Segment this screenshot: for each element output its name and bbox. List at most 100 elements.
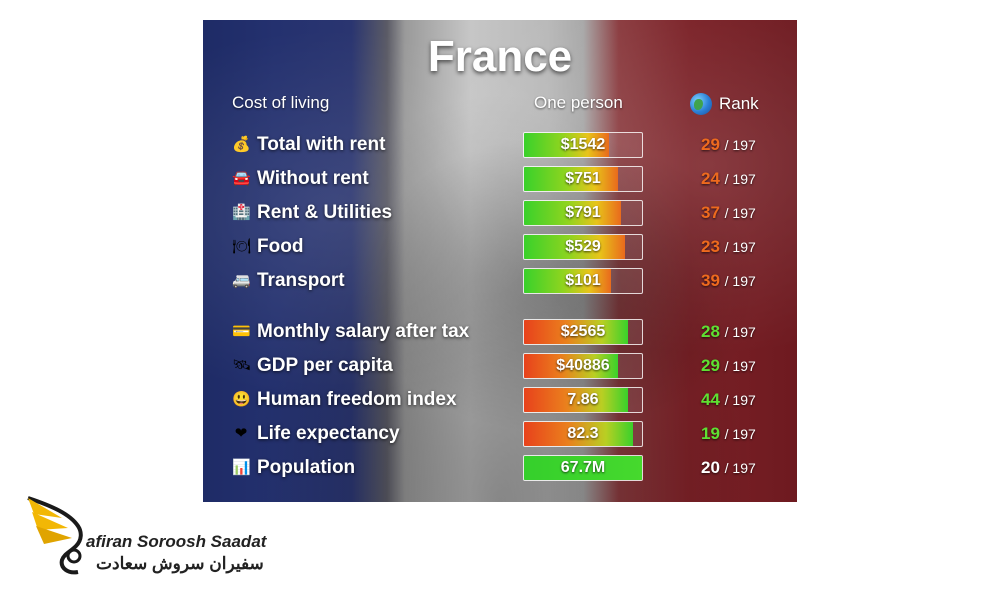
credit-card-icon: 💳 xyxy=(232,323,251,340)
heart-icon: ❤ xyxy=(234,425,248,442)
row-value: $529 xyxy=(565,238,601,255)
row-label: GDP per capita xyxy=(257,355,393,376)
rank-number: 20 xyxy=(701,458,720,477)
row-label: Food xyxy=(257,236,304,257)
building-icon: 🏥 xyxy=(232,204,251,221)
row-label: Rent & Utilities xyxy=(257,202,393,223)
value-bar: $1542 xyxy=(523,132,643,158)
header-one-person: One person xyxy=(534,93,623,112)
value-bar-fill xyxy=(524,388,628,412)
rank-number: 23 xyxy=(701,237,720,256)
globe-icon xyxy=(690,93,712,115)
brand-logo xyxy=(27,496,83,575)
value-bar-fill xyxy=(524,354,619,378)
value-bar: 82.3 xyxy=(523,421,643,447)
brand-name-persian: سفیران سروش سعادت xyxy=(96,554,264,573)
value-bar-fill xyxy=(524,422,633,446)
value-bar-fill xyxy=(524,133,609,157)
value-bar: $40886 xyxy=(523,353,643,379)
rank: 24 / 197 xyxy=(701,169,756,189)
value-bar-fill xyxy=(524,320,628,344)
bar-chart-icon: 📊 xyxy=(232,459,251,476)
car-icon: 🚘 xyxy=(232,170,251,187)
value-bar: $791 xyxy=(523,200,643,226)
list-item: 🚐 Transport $101 39 / 197 xyxy=(203,266,797,296)
row-value: $1542 xyxy=(560,136,606,153)
value-bar: $101 xyxy=(523,268,643,294)
satellite-icon: 🛰 xyxy=(232,357,252,374)
rank-number: 19 xyxy=(701,424,720,443)
plate-icon: 🍽 xyxy=(232,238,252,255)
rank-total: / 197 xyxy=(724,205,756,221)
value-bar-fill xyxy=(524,456,642,480)
rank-total: / 197 xyxy=(724,358,756,374)
rank-total: / 197 xyxy=(724,137,756,153)
row-label: Without rent xyxy=(257,168,369,189)
rank-number: 29 xyxy=(701,135,720,154)
rank: 29 / 197 xyxy=(701,135,756,155)
page-title: France xyxy=(427,32,573,81)
list-item: 💰 Total with rent $1542 29 / 197 xyxy=(203,130,797,160)
row-label: Monthly salary after tax xyxy=(257,321,470,342)
rank: 39 / 197 xyxy=(701,271,756,291)
row-label: Total with rent xyxy=(257,134,386,155)
row-value: $791 xyxy=(565,204,601,221)
rank-number: 44 xyxy=(701,390,720,409)
list-item: ❤ Life expectancy 82.3 19 / 197 xyxy=(203,419,797,449)
rank: 28 / 197 xyxy=(701,322,756,342)
rank-number: 37 xyxy=(701,203,720,222)
value-bar: $751 xyxy=(523,166,643,192)
row-label: Population xyxy=(257,457,356,478)
smiley-icon: 😃 xyxy=(232,391,251,408)
rank: 20 / 197 xyxy=(701,458,756,478)
rank-total: / 197 xyxy=(724,426,756,442)
value-bar-fill xyxy=(524,235,626,259)
header-rank-label: Rank xyxy=(719,94,759,113)
rank: 37 / 197 xyxy=(701,203,756,223)
row-label: Human freedom index xyxy=(257,389,457,410)
rank-total: / 197 xyxy=(724,324,756,340)
row-label: Transport xyxy=(257,270,345,291)
rank: 19 / 197 xyxy=(701,424,756,444)
row-value: $40886 xyxy=(556,357,610,374)
rank: 29 / 197 xyxy=(701,356,756,376)
row-label: Life expectancy xyxy=(257,423,400,444)
rank-number: 24 xyxy=(701,169,720,188)
rank: 23 / 197 xyxy=(701,237,756,257)
value-bar-fill xyxy=(524,269,612,293)
rank-total: / 197 xyxy=(724,171,756,187)
row-value: 67.7M xyxy=(560,459,606,476)
value-bar-fill xyxy=(524,201,621,225)
list-item: 🚘 Without rent $751 24 / 197 xyxy=(203,164,797,194)
rank-number: 28 xyxy=(701,322,720,341)
bus-icon: 🚐 xyxy=(232,272,251,289)
row-value: 7.86 xyxy=(567,391,599,408)
money-bag-icon: 💰 xyxy=(232,136,251,153)
header-cost-of-living: Cost of living xyxy=(232,93,330,112)
rank: 44 / 197 xyxy=(701,390,756,410)
row-value: $2565 xyxy=(560,323,606,340)
list-item: 🛰 GDP per capita $40886 29 / 197 xyxy=(203,351,797,381)
list-item: 📊 Population 67.7M 20 / 197 xyxy=(203,453,797,483)
value-bar-fill xyxy=(524,167,619,191)
value-bar: 7.86 xyxy=(523,387,643,413)
value-bar: $529 xyxy=(523,234,643,260)
value-bar: 67.7M xyxy=(523,455,643,481)
header-rank: Rank xyxy=(690,93,759,115)
row-value: $751 xyxy=(565,170,601,187)
rank-total: / 197 xyxy=(724,460,756,476)
rank-total: / 197 xyxy=(724,273,756,289)
list-item: 😃 Human freedom index 7.86 44 / 197 xyxy=(203,385,797,415)
brand-name-english: afiran Soroosh Saadat xyxy=(86,532,267,551)
row-value: $101 xyxy=(565,272,601,289)
list-item: 🏥 Rent & Utilities $791 37 / 197 xyxy=(203,198,797,228)
cost-of-living-card: France Cost of living One person Rank 💰 T… xyxy=(203,20,797,502)
value-bar: $2565 xyxy=(523,319,643,345)
rank-number: 39 xyxy=(701,271,720,290)
list-item: 🍽 Food $529 23 / 197 xyxy=(203,232,797,262)
row-value: 82.3 xyxy=(567,425,599,442)
rank-total: / 197 xyxy=(724,239,756,255)
rank-total: / 197 xyxy=(724,392,756,408)
rank-number: 29 xyxy=(701,356,720,375)
list-item: 💳 Monthly salary after tax $2565 28 / 197 xyxy=(203,317,797,347)
